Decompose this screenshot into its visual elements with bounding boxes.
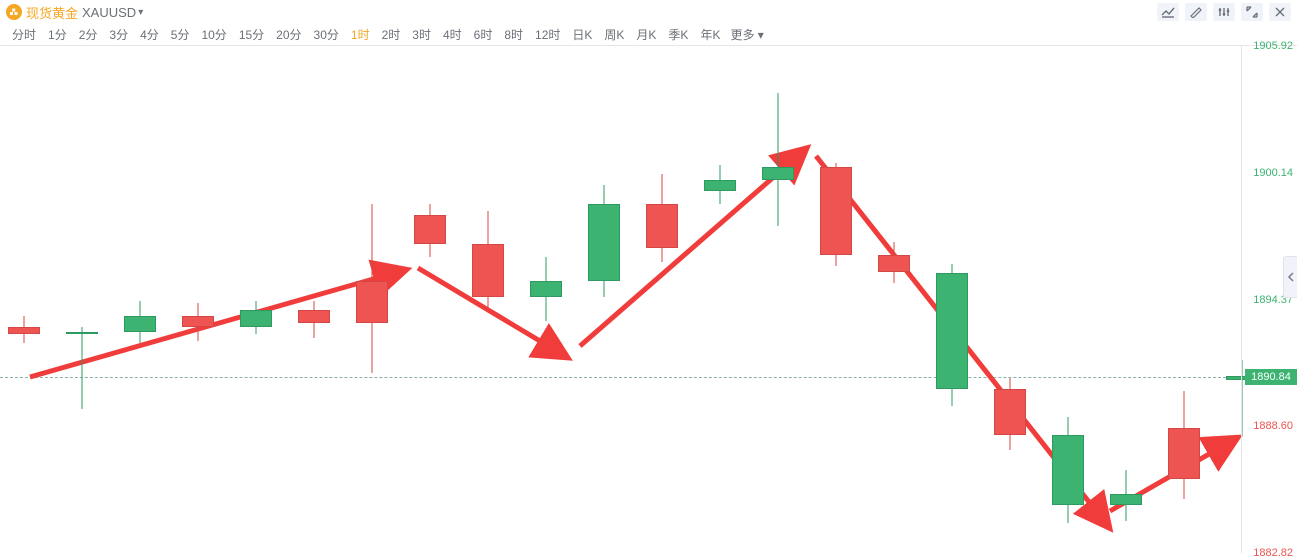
instrument-dropdown-icon[interactable]: ▾ xyxy=(138,7,143,18)
timeframe-4时[interactable]: 4时 xyxy=(437,26,468,43)
candle-body xyxy=(124,316,156,331)
candle xyxy=(762,46,794,553)
candle xyxy=(298,46,330,553)
candle xyxy=(820,46,852,553)
timeframe-more[interactable]: 更多 ▾ xyxy=(726,26,767,43)
candle-body xyxy=(588,204,620,281)
candle xyxy=(240,46,272,553)
candle xyxy=(646,46,678,553)
toolbar xyxy=(1157,3,1291,21)
timeframe-6时[interactable]: 6时 xyxy=(468,26,499,43)
fullscreen-button[interactable] xyxy=(1241,3,1263,21)
timeframe-15分[interactable]: 15分 xyxy=(233,26,270,43)
candlestick-plot[interactable] xyxy=(0,46,1241,553)
candle-body xyxy=(8,327,40,334)
candle-body xyxy=(472,244,504,297)
candle-body xyxy=(298,310,330,323)
timeframe-5分[interactable]: 5分 xyxy=(165,26,196,43)
candle xyxy=(66,46,98,553)
timeframe-1时[interactable]: 1时 xyxy=(345,26,376,43)
ytick-label: 1905.92 xyxy=(1253,40,1293,52)
timeframe-3分[interactable]: 3分 xyxy=(103,26,134,43)
candle xyxy=(1110,46,1142,553)
candle xyxy=(704,46,736,553)
timeframe-1分[interactable]: 1分 xyxy=(42,26,73,43)
ytick-label: 1900.14 xyxy=(1253,167,1293,179)
candle xyxy=(414,46,446,553)
timeframe-分时[interactable]: 分时 xyxy=(6,26,42,43)
timeframe-日K[interactable]: 日K xyxy=(566,26,598,43)
candle xyxy=(588,46,620,553)
candle-body xyxy=(1052,435,1084,505)
timeframe-季K[interactable]: 季K xyxy=(662,26,694,43)
gold-icon xyxy=(6,4,22,20)
candle xyxy=(994,46,1026,553)
candle-body xyxy=(762,167,794,180)
timeframe-2时[interactable]: 2时 xyxy=(376,26,407,43)
candle xyxy=(472,46,504,553)
timeframe-2分[interactable]: 2分 xyxy=(73,26,104,43)
candle-body xyxy=(414,215,446,244)
settings-button[interactable] xyxy=(1213,3,1235,21)
candle xyxy=(1052,46,1084,553)
candle-body xyxy=(994,389,1026,435)
draw-button[interactable] xyxy=(1185,3,1207,21)
candle-body xyxy=(356,281,388,323)
instrument-code[interactable]: XAUUSD xyxy=(82,5,136,20)
candle-body xyxy=(936,273,968,389)
ytick-label: 1882.82 xyxy=(1253,547,1293,559)
chart-area: 1905.921900.141894.371888.601882.821890.… xyxy=(0,46,1297,553)
candle-body xyxy=(878,255,910,273)
close-button[interactable] xyxy=(1269,3,1291,21)
candle-body xyxy=(820,167,852,255)
timeframe-20分[interactable]: 20分 xyxy=(270,26,307,43)
candle-body xyxy=(646,204,678,248)
chart-header: 现货黄金 XAUUSD ▾ xyxy=(0,0,1297,24)
timeframe-4分[interactable]: 4分 xyxy=(134,26,165,43)
candle xyxy=(124,46,156,553)
candle xyxy=(356,46,388,553)
instrument-name-cn: 现货黄金 xyxy=(26,3,78,22)
current-price-tag: 1890.84 xyxy=(1245,369,1297,385)
panel-expand-handle[interactable] xyxy=(1283,256,1297,298)
candle xyxy=(530,46,562,553)
timeframe-30分[interactable]: 30分 xyxy=(308,26,345,43)
candle-body xyxy=(704,180,736,191)
timeframe-年K[interactable]: 年K xyxy=(694,26,726,43)
timeframe-8时[interactable]: 8时 xyxy=(498,26,529,43)
candle xyxy=(182,46,214,553)
ytick-label: 1888.60 xyxy=(1253,420,1293,432)
candle-body xyxy=(1168,428,1200,478)
indicator-button[interactable] xyxy=(1157,3,1179,21)
timeframe-周K[interactable]: 周K xyxy=(598,26,630,43)
candle xyxy=(8,46,40,553)
candle-wick xyxy=(82,327,83,408)
timeframe-12时[interactable]: 12时 xyxy=(529,26,566,43)
candle-body xyxy=(66,332,98,334)
timeframe-月K[interactable]: 月K xyxy=(630,26,662,43)
candle-body xyxy=(530,281,562,296)
candle xyxy=(936,46,968,553)
timeframe-10分[interactable]: 10分 xyxy=(195,26,232,43)
candle xyxy=(1168,46,1200,553)
price-axis: 1905.921900.141894.371888.601882.821890.… xyxy=(1241,46,1297,553)
candle-body xyxy=(240,310,272,328)
candle-wick xyxy=(778,93,779,227)
candle-body xyxy=(1110,494,1142,505)
timeframe-3时[interactable]: 3时 xyxy=(406,26,437,43)
timeframe-bar: 分时1分2分3分4分5分10分15分20分30分1时2时3时4时6时8时12时日… xyxy=(0,24,1297,46)
candle-body xyxy=(182,316,214,327)
candle xyxy=(878,46,910,553)
